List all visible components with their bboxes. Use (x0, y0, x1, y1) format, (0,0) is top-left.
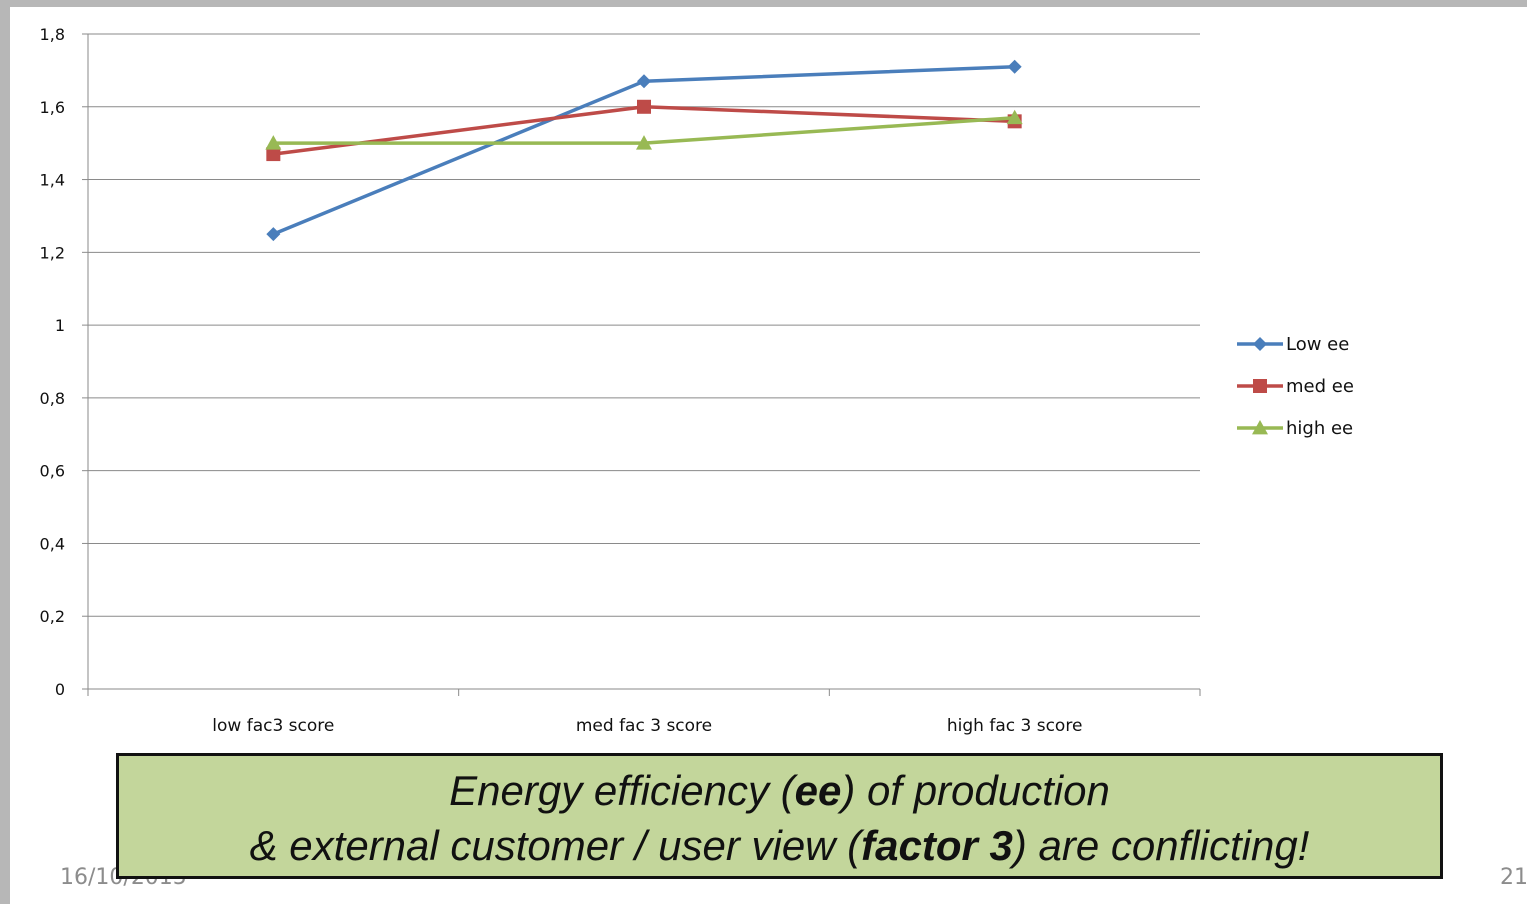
callout-line-1-emphasis: ee (794, 767, 842, 814)
data-point-low (1007, 59, 1022, 74)
x-tick-label: high fac 3 score (947, 716, 1083, 736)
y-tick-label: 0 (55, 680, 65, 699)
data-point-med (637, 99, 651, 114)
conclusion-callout: Energy efficiency (ee) of production & e… (116, 753, 1443, 879)
callout-line-1-start: Energy efficiency ( (449, 767, 795, 814)
y-tick-label: 1,8 (40, 25, 65, 44)
y-tick-label: 1,2 (40, 243, 65, 262)
callout-line-1-end: ) of production (841, 767, 1110, 814)
y-tick-label: 1 (55, 316, 65, 335)
series-line-low (272, 65, 1015, 236)
data-point-low (266, 227, 281, 242)
y-tick-label: 1,4 (40, 171, 65, 190)
legend-label-med: med ee (1286, 376, 1354, 397)
callout-line-2-emphasis: factor 3 (861, 822, 1013, 869)
callout-line-1: Energy efficiency (ee) of production (119, 763, 1440, 818)
legend-label-high: high ee (1286, 418, 1353, 439)
x-tick-label: med fac 3 score (576, 716, 712, 736)
legend-marker-med (1253, 379, 1267, 393)
page-number: 21 (1500, 865, 1527, 890)
y-tick-label: 0,2 (40, 607, 65, 626)
data-point-high (1006, 109, 1023, 125)
callout-line-2-end: ) are conflicting! (1012, 822, 1310, 869)
callout-line-2-start: & external customer / user view ( (249, 822, 862, 869)
data-point-low (637, 74, 651, 89)
data-point-high (265, 135, 282, 150)
legend-label-low: Low ee (1286, 334, 1349, 355)
slide: 0 0,2 0,4 0,6 0,8 1 1,2 1,4 1,6 1,8 low fac3 score… (10, 7, 1527, 904)
y-tick-label: 0,8 (40, 389, 65, 408)
y-tick-label: 1,6 (40, 98, 65, 117)
callout-line-2: & external customer / user view (factor … (119, 818, 1440, 873)
x-tick-label: low fac3 score (212, 716, 334, 736)
y-tick-label: 0,4 (40, 534, 65, 553)
data-point-high (636, 135, 652, 150)
legend-marker-low (1253, 337, 1267, 351)
y-tick-label: 0,6 (40, 462, 65, 481)
data-point-med (266, 147, 281, 162)
line-chart: 0 0,2 0,4 0,6 0,8 1 1,2 1,4 1,6 1,8 low fac3 score… (40, 25, 1354, 736)
legend-marker-high (1252, 420, 1268, 435)
